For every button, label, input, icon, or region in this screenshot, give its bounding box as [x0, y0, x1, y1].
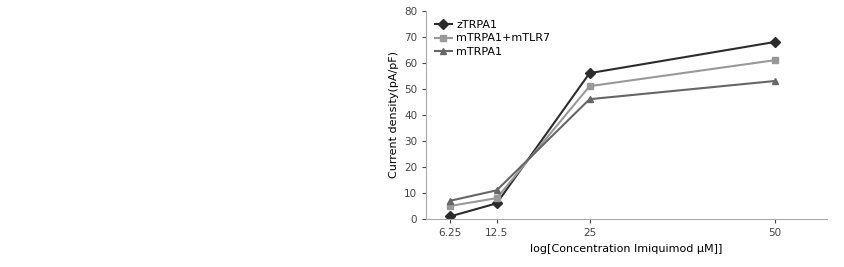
mTRPA1+mTLR7: [770, 58, 780, 62]
mTRPA1: [492, 189, 502, 192]
zTRPA1: [446, 215, 456, 218]
zTRPA1: [585, 72, 595, 75]
X-axis label: log[Concentration Imiquimod μM]]: log[Concentration Imiquimod μM]]: [531, 244, 722, 254]
Y-axis label: Current density(pA/pF): Current density(pA/pF): [388, 51, 398, 178]
mTRPA1: [585, 98, 595, 101]
mTRPA1: [446, 199, 456, 202]
Line: zTRPA1: zTRPA1: [446, 38, 779, 220]
Line: mTRPA1: mTRPA1: [446, 77, 779, 204]
zTRPA1: [492, 202, 502, 205]
Line: mTRPA1+mTLR7: mTRPA1+mTLR7: [446, 57, 779, 209]
Legend: zTRPA1, mTRPA1+mTLR7, mTRPA1: zTRPA1, mTRPA1+mTLR7, mTRPA1: [432, 16, 554, 61]
mTRPA1+mTLR7: [446, 204, 456, 207]
zTRPA1: [770, 40, 780, 44]
mTRPA1: [770, 79, 780, 83]
mTRPA1+mTLR7: [585, 85, 595, 88]
mTRPA1+mTLR7: [492, 197, 502, 200]
